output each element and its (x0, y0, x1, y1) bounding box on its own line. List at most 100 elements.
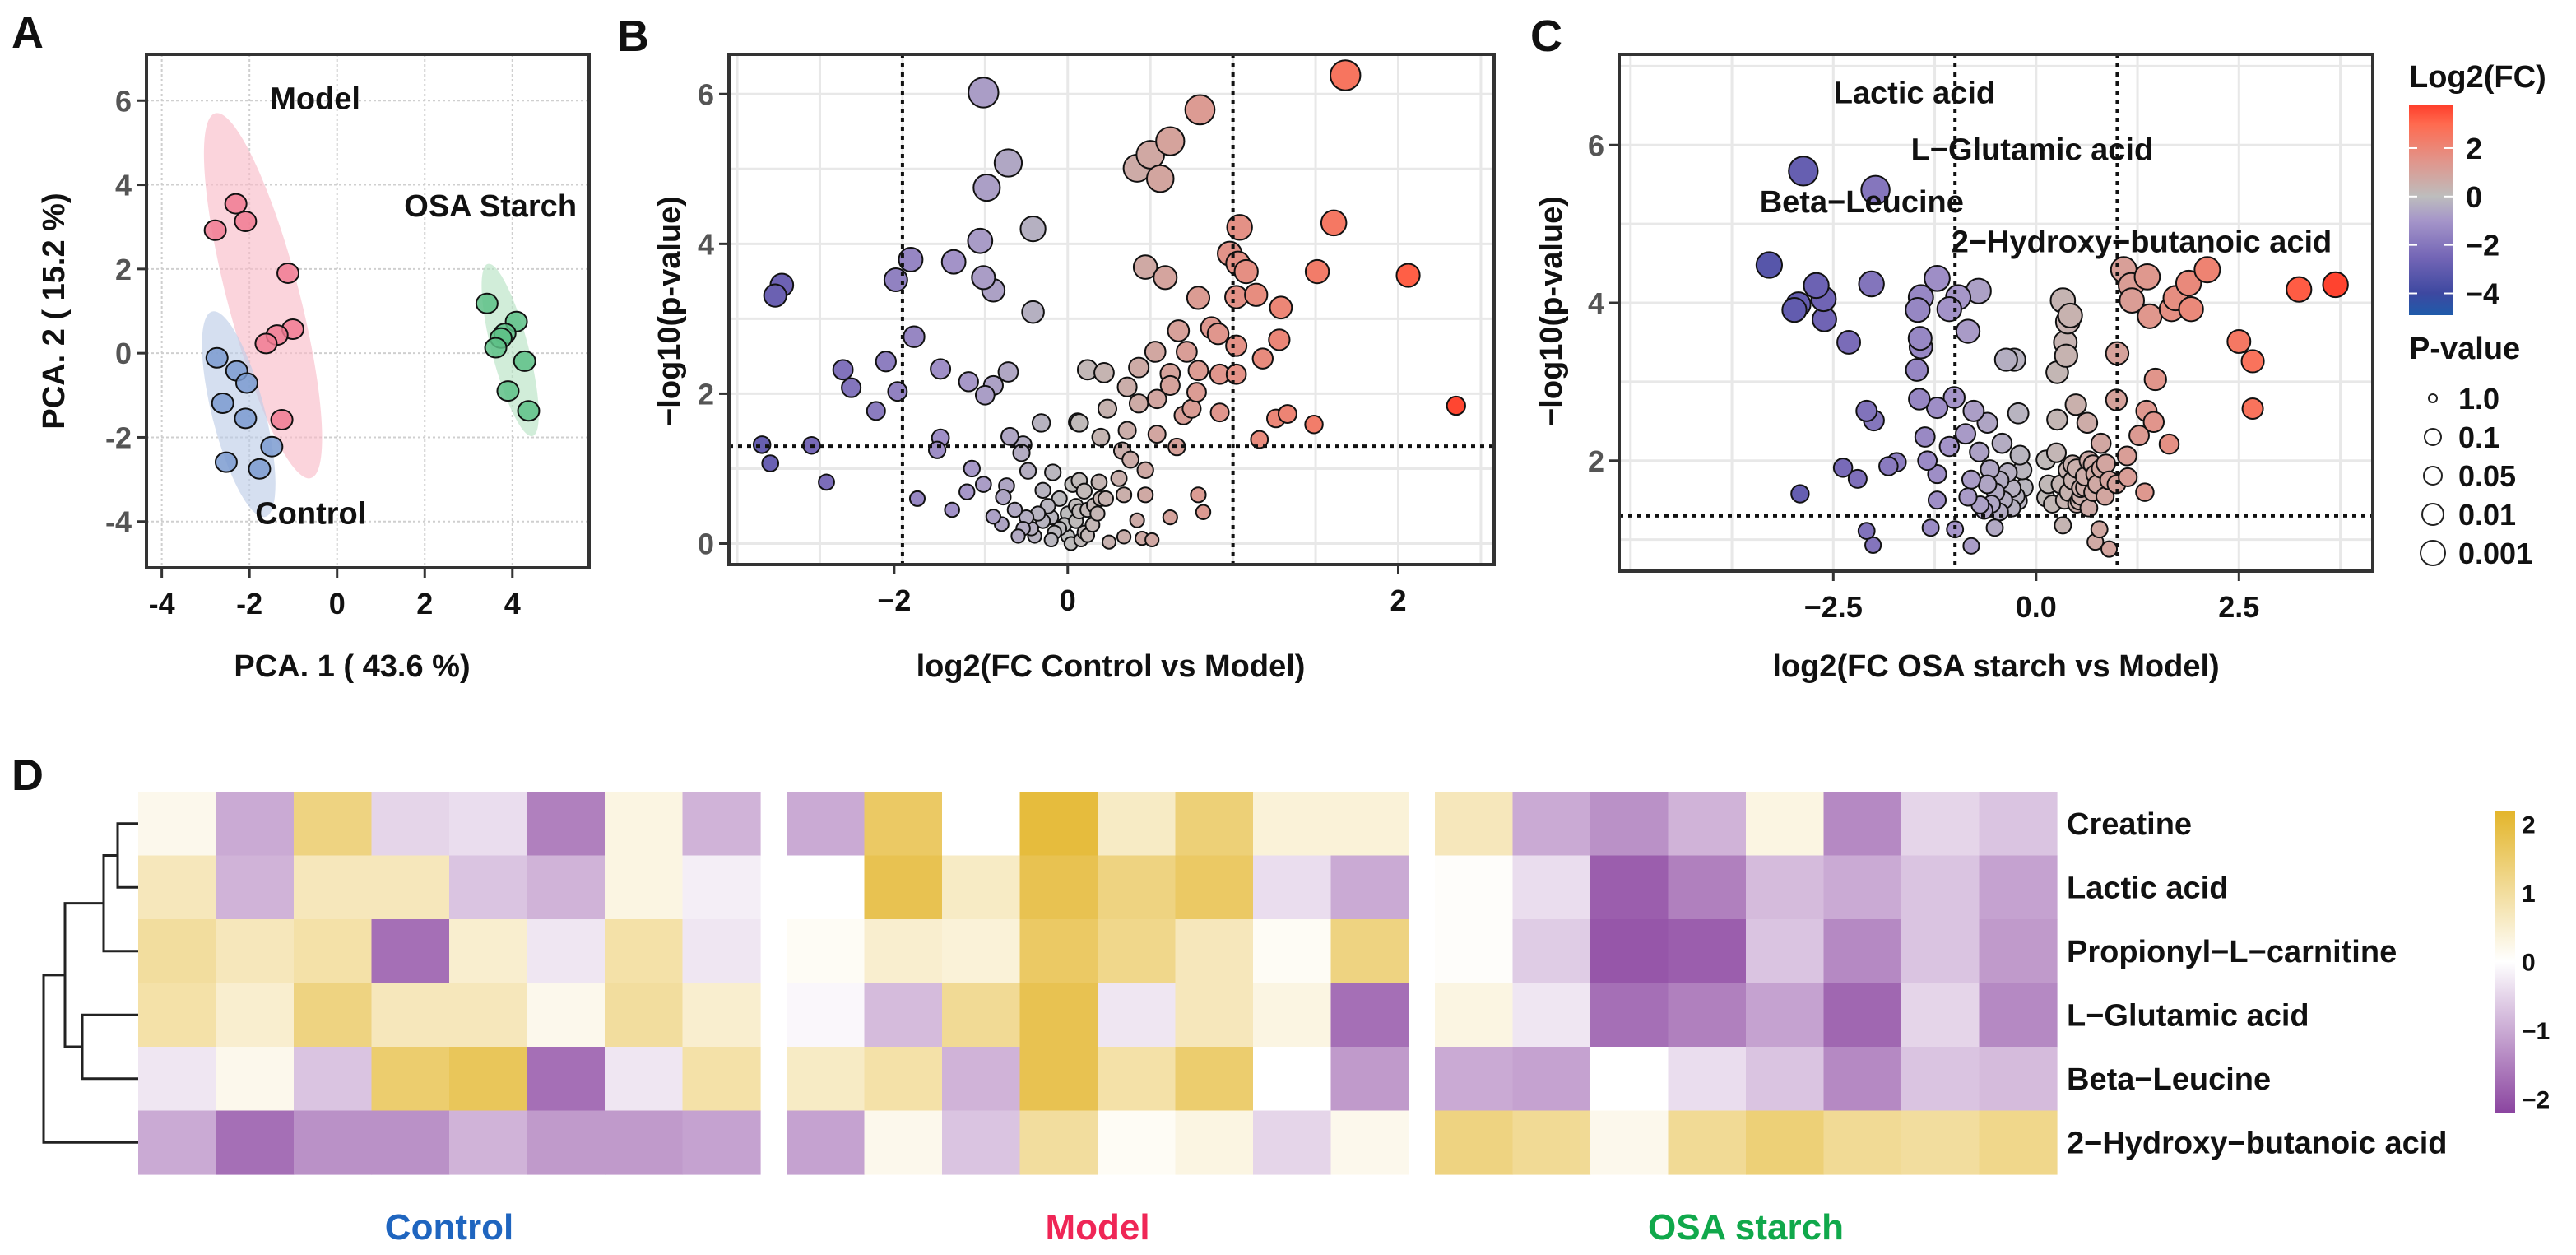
pca-point-osa-starch (496, 380, 520, 402)
volcano-point (1925, 396, 1949, 420)
heatmap-cell (1175, 855, 1254, 920)
heatmap-cell (1901, 855, 1980, 920)
volcano-point (958, 483, 976, 500)
volcano-point (2046, 408, 2068, 431)
volcano-point (1162, 509, 1178, 526)
group-label-osa-starch: OSA Starch (404, 189, 577, 224)
volcano-point (1976, 411, 1998, 434)
group-label-model: Model (270, 81, 360, 116)
heatmap-cell (942, 1047, 1021, 1112)
volcano-point (1244, 282, 1269, 307)
volcano-point (1905, 296, 1931, 323)
panel-a-xlabel: PCA. 1 ( 43.6 %) (234, 649, 470, 684)
volcano-point (2119, 287, 2146, 314)
heatmap-cell (1512, 1110, 1591, 1175)
heatmap-cell (1668, 855, 1747, 920)
volcano-point (993, 148, 1023, 178)
volcano-point (1320, 209, 1348, 237)
heatmap-cell (1512, 1047, 1591, 1112)
heatmap-cell (1098, 919, 1177, 984)
heatmap-cell (1901, 792, 1980, 857)
heatmap-row-label: Creatine (2067, 807, 2192, 842)
heatmap-cell (682, 1110, 761, 1175)
heatmap-cell (1253, 792, 1332, 857)
volcano-point (832, 359, 854, 381)
heatmap-cell (942, 855, 1021, 920)
colorbar-tick-label: −2 (2466, 229, 2499, 263)
volcano-point (1985, 518, 2004, 537)
heatmap-cell (1901, 1110, 1980, 1175)
heatmap-cell (1979, 1110, 2058, 1175)
volcano-point (1051, 490, 1068, 507)
volcano-point (1788, 156, 1819, 187)
y-tick-label: 0 (698, 528, 714, 561)
heatmap-cell (294, 792, 373, 857)
y-tick-label: 4 (698, 227, 714, 261)
volcano-point (2137, 303, 2163, 329)
volcano-point (1144, 532, 1160, 548)
heatmap-row-label: Beta−Leucine (2067, 1062, 2271, 1097)
volcano-point (2175, 269, 2202, 297)
volcano-point (1145, 164, 1175, 193)
heatmap-cell (1019, 983, 1098, 1048)
volcano-point (1209, 402, 1230, 423)
heatmap-cell (1019, 855, 1098, 920)
volcano-point (2090, 520, 2109, 539)
heatmap-cell (1746, 855, 1825, 920)
heatmap-cell (1590, 1047, 1669, 1112)
volcano-point (1936, 296, 1962, 323)
heatmap-cell (1098, 1110, 1177, 1175)
volcano-point (2090, 432, 2112, 454)
heatmap-cell (1253, 855, 1332, 920)
pca-point-model (224, 193, 248, 215)
volcano-point (1847, 468, 1868, 489)
heatmap-cell (864, 792, 943, 857)
volcano-point (958, 371, 979, 393)
heatmap-cell (527, 919, 606, 984)
dendrogram-branch (63, 902, 104, 1048)
volcano-point (1136, 461, 1154, 479)
heatmap-cell (1098, 855, 1177, 920)
log2fc-legend-title: Log2(FC) (2409, 60, 2546, 95)
heatmap-cell (1901, 919, 1980, 984)
dendrogram-branch (116, 822, 138, 889)
heatmap-cell (787, 1110, 866, 1175)
volcano-point (1395, 263, 1421, 288)
heatmap-cell (1590, 983, 1669, 1048)
volcano-point (1225, 334, 1248, 357)
heatmap-cell (864, 983, 943, 1048)
heatmap-cell (1019, 1110, 1098, 1175)
volcano-point (1962, 399, 1985, 422)
volcano-point (1955, 318, 1981, 344)
volcano-point (985, 509, 1001, 525)
panel-letter-c: C (1530, 12, 1562, 61)
pvalue-size-label: 0.001 (2458, 537, 2532, 570)
volcano-point (2096, 453, 2116, 474)
volcano-point (1101, 534, 1117, 550)
heatmap-cell (1175, 792, 1254, 857)
heatmap-cell (294, 919, 373, 984)
volcano-point (1832, 458, 1854, 478)
heatmap-cell (371, 1110, 450, 1175)
heatmap-cell (1668, 983, 1747, 1048)
volcano-point (1128, 393, 1149, 414)
volcano-point (1927, 463, 1947, 485)
volcano-point (1195, 504, 1212, 520)
heatmap-cell (1435, 1047, 1514, 1112)
plot-border (727, 53, 1496, 566)
volcano-point (927, 440, 947, 459)
heatmap-colorbar-tick-label: −1 (2522, 1018, 2550, 1045)
panel-c-legend: Log2(FC) P-value 2 0 −2 −4 1.0 0.1 0.05 0.01 0.0… (2409, 60, 2546, 570)
heatmap-colorbar-tick-label: 0 (2522, 950, 2536, 977)
volcano-point (752, 435, 772, 454)
volcano-point (1803, 272, 1830, 300)
heatmap-row-label: 2−Hydroxy−butanoic acid (2067, 1126, 2448, 1160)
panel-c-xlabel: log2(FC OSA starch vs Model) (1772, 649, 2219, 684)
heatmap-cell (449, 792, 528, 857)
x-tick-label: 4 (504, 587, 521, 621)
volcano-point (2054, 343, 2078, 368)
heatmap-cell (1979, 855, 2058, 920)
group-label-control: Control (255, 496, 366, 531)
y-tick-label: 6 (1588, 128, 1604, 162)
volcano-point (944, 501, 960, 518)
